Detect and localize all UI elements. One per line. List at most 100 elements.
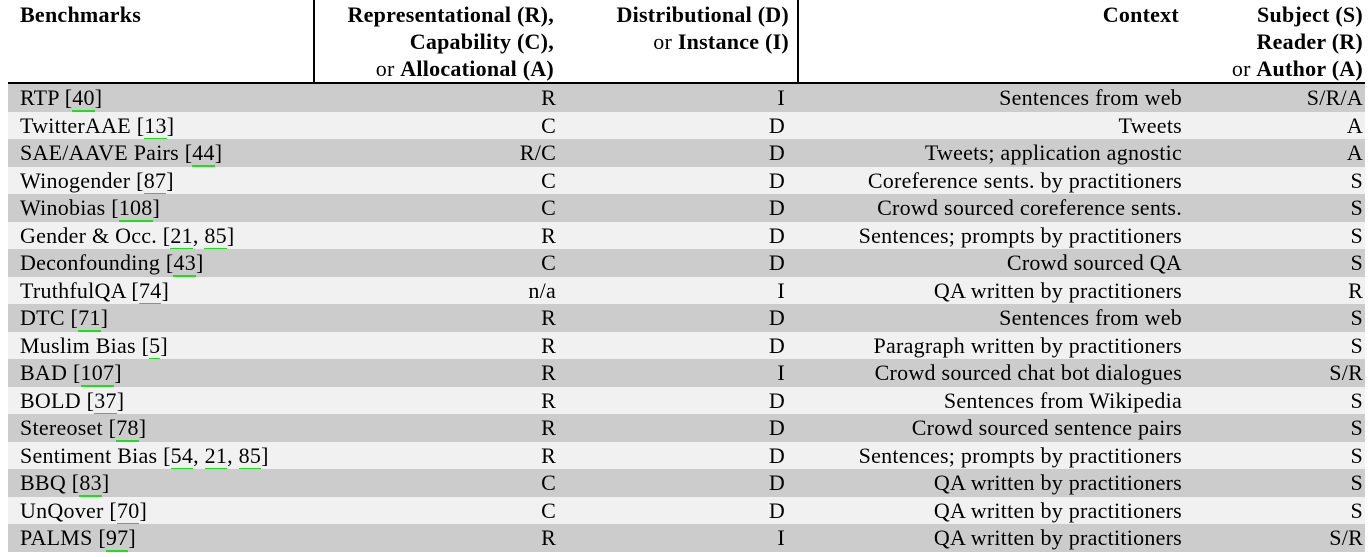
benchmark-cell: TwitterAAE [13]	[8, 112, 313, 139]
subject-cell: S	[1350, 222, 1363, 248]
citation-link[interactable]: 83	[79, 470, 102, 497]
harm-type-cell: R	[541, 305, 556, 330]
context-cell: Paragraph written by practitioners	[873, 332, 1182, 358]
benchmark-cell: BOLD [37]	[8, 387, 313, 414]
citation-link[interactable]: 78	[116, 415, 139, 442]
dist-instance-cell: I	[777, 277, 785, 303]
benchmark-cell: Winobias [108]	[8, 194, 313, 222]
harm-type-cell: C	[541, 470, 556, 495]
harm-type-cell: R	[541, 360, 556, 385]
benchmark-name: Stereoset	[20, 415, 103, 440]
context-cell: Sentences; prompts by practitioners	[858, 222, 1182, 248]
citation-link[interactable]: 87	[143, 167, 167, 194]
benchmark-name: UnQover	[20, 497, 104, 523]
dist-instance-cell: I	[777, 525, 785, 550]
harm-type-cell: R	[541, 85, 556, 110]
table-row: Deconfounding [43] C D Crowd sourced QA …	[8, 249, 1365, 277]
table-row: Muslim Bias [5] R D Paragraph written by…	[8, 331, 1365, 359]
header-dist-line2: or Instance (I)	[653, 29, 789, 54]
citation-link[interactable]: 44	[192, 140, 215, 167]
citation-link[interactable]: 13	[144, 112, 167, 139]
citation-link[interactable]: 74	[138, 277, 162, 304]
citation-link[interactable]: 43	[173, 250, 196, 277]
table-row: TruthfulQA [74] n/a I QA written by prac…	[8, 276, 1365, 304]
context-cell: Sentences from web	[999, 305, 1182, 330]
subject-cell: R	[1348, 277, 1363, 303]
subject-cell: S	[1350, 332, 1363, 358]
benchmark-cell: TruthfulQA [74]	[8, 277, 313, 304]
citation-link[interactable]: 70	[116, 497, 140, 524]
dist-instance-cell: I	[777, 85, 785, 110]
citation-link[interactable]: 108	[118, 195, 153, 222]
harm-type-cell: R/C	[519, 140, 556, 165]
benchmark-cell: Winogender [87]	[8, 167, 313, 194]
header-context: Context	[797, 0, 1185, 82]
benchmark-cell: Sentiment Bias [54, 21, 85]	[8, 442, 313, 469]
citation-link[interactable]: 5	[149, 332, 161, 359]
header-subject-line3: or Author (A)	[1231, 56, 1363, 81]
benchmarks-table: Benchmarks Representational (R), Capabil…	[8, 0, 1365, 552]
dist-instance-cell: D	[768, 415, 785, 440]
citation-link[interactable]: 71	[78, 305, 101, 332]
header-divider-line	[797, 0, 799, 82]
benchmark-cell: Deconfounding [43]	[8, 249, 313, 277]
dist-instance-cell: D	[768, 140, 785, 165]
citation-link[interactable]: 37	[94, 387, 117, 414]
harm-type-cell: C	[541, 112, 556, 138]
benchmark-name: TwitterAAE	[20, 112, 131, 138]
harm-type-cell: n/a	[528, 277, 556, 303]
benchmark-cell: BBQ [83]	[8, 469, 313, 497]
dist-instance-cell: D	[768, 305, 785, 330]
benchmark-name: DTC	[20, 305, 65, 330]
benchmark-name: TruthfulQA	[20, 277, 126, 303]
dist-instance-cell: D	[768, 442, 785, 468]
subject-cell: S	[1350, 470, 1363, 495]
subject-cell: S	[1350, 250, 1363, 275]
dist-instance-cell: D	[768, 470, 785, 495]
benchmark-name: BBQ	[20, 470, 66, 495]
context-cell: QA written by practitioners	[933, 525, 1182, 550]
benchmark-name: BAD	[20, 360, 68, 385]
citation-link[interactable]: 97	[105, 525, 129, 552]
table-header: Benchmarks Representational (R), Capabil…	[8, 0, 1365, 84]
subject-cell: S	[1350, 442, 1363, 468]
header-harm-type: Representational (R), Capability (C), or…	[313, 0, 560, 82]
dist-instance-cell: D	[768, 250, 785, 275]
table-row: DTC [71] R D Sentences from web S	[8, 304, 1365, 332]
header-dist-instance: Distributional (D) or Instance (I)	[560, 0, 797, 82]
subject-cell: S	[1350, 305, 1363, 330]
header-harm-line3: or Allocational (A)	[375, 56, 554, 81]
benchmark-name: Winobias	[20, 195, 106, 220]
table-row: BBQ [83] C D QA written by practitioners…	[8, 469, 1365, 497]
subject-cell: S	[1350, 497, 1363, 523]
table-row: Sentiment Bias [54, 21, 85] R D Sentence…	[8, 441, 1365, 469]
subject-cell: S	[1350, 387, 1363, 413]
citation-link[interactable]: 21	[170, 222, 193, 249]
header-dist-line1: Distributional (D)	[616, 2, 789, 27]
harm-type-cell: R	[541, 387, 556, 413]
citation-link[interactable]: 85	[204, 222, 227, 249]
harm-type-cell: R	[541, 415, 556, 440]
header-subject-line2: Reader (R)	[1256, 29, 1363, 54]
header-harm-line1: Representational (R),	[347, 2, 554, 27]
context-cell: Crowd sourced chat bot dialogues	[874, 360, 1182, 385]
context-cell: QA written by practitioners	[933, 277, 1182, 303]
benchmark-cell: Stereoset [78]	[8, 414, 313, 442]
header-benchmarks: Benchmarks	[8, 0, 313, 82]
table-row: Gender & Occ. [21, 85] R D Sentences; pr…	[8, 221, 1365, 249]
citation-link[interactable]: 21	[204, 442, 228, 469]
citation-link[interactable]: 40	[72, 85, 95, 112]
dist-instance-cell: D	[768, 195, 785, 220]
context-cell: Sentences from web	[999, 85, 1182, 110]
benchmark-name: Winogender	[20, 167, 131, 193]
dist-instance-cell: D	[768, 332, 785, 358]
table-row: PALMS [97] R I QA written by practitione…	[8, 524, 1365, 552]
citation-link[interactable]: 54	[170, 442, 194, 469]
context-cell: QA written by practitioners	[933, 470, 1182, 495]
citation-link[interactable]: 85	[238, 442, 262, 469]
citation-link[interactable]: 107	[80, 360, 115, 387]
subject-cell: S/R/A	[1306, 85, 1363, 110]
subject-cell: S	[1350, 415, 1363, 440]
benchmark-name: PALMS	[20, 525, 93, 550]
table-row: BOLD [37] R D Sentences from Wikipedia S	[8, 386, 1365, 414]
